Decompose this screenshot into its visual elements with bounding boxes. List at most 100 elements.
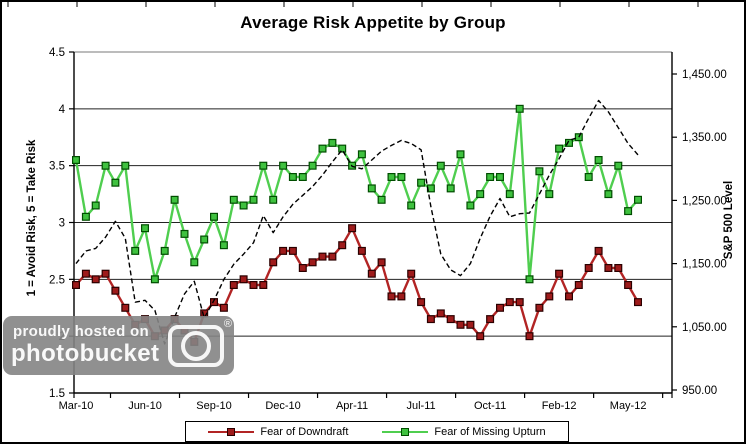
series-fear-of-downdraft-marker [436, 309, 445, 318]
legend: Fear of Downdraft Fear of Missing Upturn [185, 421, 569, 442]
series-fear-of-downdraft-marker [525, 332, 534, 341]
series-fear-of-downdraft-marker [496, 303, 505, 312]
series-fear-of-missing-upturn-marker [594, 156, 603, 165]
x-axis-tick-label: Oct-11 [474, 400, 506, 412]
series-fear-of-downdraft-marker [584, 264, 593, 273]
series-fear-of-downdraft-marker [545, 292, 554, 301]
right-axis-tick-label: 1,350.00 [682, 132, 727, 144]
series-fear-of-downdraft-marker [397, 292, 406, 301]
camera-lens-icon [181, 331, 211, 361]
series-fear-of-missing-upturn-marker [180, 229, 189, 238]
series-fear-of-missing-upturn-marker [259, 161, 268, 170]
series-fear-of-missing-upturn-marker [476, 190, 485, 199]
series-fear-of-missing-upturn-marker [170, 195, 179, 204]
registered-mark-icon: ® [223, 318, 232, 330]
series-fear-of-downdraft-marker [288, 246, 297, 255]
series-fear-of-downdraft-marker [81, 269, 90, 278]
right-axis-tick-label: 1,450.00 [682, 69, 727, 81]
series-fear-of-missing-upturn-marker [515, 104, 524, 113]
series-fear-of-downdraft-marker [121, 303, 130, 312]
watermark: proudly hosted on photobucket ® [3, 316, 234, 375]
series-fear-of-missing-upturn-marker [81, 212, 90, 221]
series-fear-of-missing-upturn-marker [564, 138, 573, 147]
series-fear-of-downdraft-marker [348, 224, 357, 233]
series-fear-of-downdraft-marker [249, 281, 258, 290]
series-fear-of-missing-upturn-marker [633, 195, 642, 204]
series-fear-of-downdraft-marker [318, 252, 327, 261]
series-fear-of-missing-upturn-marker [456, 150, 465, 159]
watermark-line2: photobucket [11, 340, 160, 367]
series-fear-of-missing-upturn-marker [604, 190, 613, 199]
series-fear-of-missing-upturn-marker [535, 167, 544, 176]
series-fear-of-downdraft-marker [269, 258, 278, 267]
series-fear-of-downdraft-marker [614, 264, 623, 273]
x-axis-tick-label: Jun-10 [128, 400, 162, 412]
series-fear-of-missing-upturn-marker [101, 161, 110, 170]
series-fear-of-downdraft-marker [279, 246, 288, 255]
series-fear-of-missing-upturn-marker [446, 184, 455, 193]
right-axis-tick-label: 1,150.00 [682, 259, 727, 271]
series-fear-of-missing-upturn-marker [584, 173, 593, 182]
series-fear-of-missing-upturn-marker [308, 161, 317, 170]
series-fear-of-downdraft-marker [633, 298, 642, 307]
series-fear-of-missing-upturn-marker [624, 207, 633, 216]
series-fear-of-downdraft-marker [377, 258, 386, 267]
series-fear-of-missing-upturn-marker [417, 178, 426, 187]
series-fear-of-downdraft-marker [604, 264, 613, 273]
series-fear-of-missing-upturn-marker [298, 173, 307, 182]
series-fear-of-missing-upturn-marker [377, 195, 386, 204]
series-fear-of-downdraft-marker [71, 281, 80, 290]
series-fear-of-missing-upturn-marker [407, 201, 416, 210]
series-fear-of-downdraft-marker [387, 292, 396, 301]
series-fear-of-downdraft-marker [259, 281, 268, 290]
series-fear-of-downdraft-marker [446, 315, 455, 324]
series-fear-of-missing-upturn-marker [190, 258, 199, 267]
series-fear-of-downdraft-marker [426, 315, 435, 324]
series-fear-of-missing-upturn-marker [219, 241, 228, 250]
series-fear-of-downdraft-marker [308, 258, 317, 267]
series-fear-of-missing-upturn-marker [545, 190, 554, 199]
left-axis-tick-label: 4 [59, 104, 66, 116]
series-fear-of-downdraft-marker [417, 298, 426, 307]
series-fear-of-downdraft-marker [239, 275, 248, 284]
legend-label-missing-upturn: Fear of Missing Upturn [434, 425, 546, 438]
series-fear-of-missing-upturn-marker [486, 173, 495, 182]
series-fear-of-missing-upturn-marker [614, 161, 623, 170]
series-fear-of-missing-upturn-marker [397, 173, 406, 182]
series-fear-of-downdraft-marker [357, 246, 366, 255]
series-fear-of-missing-upturn-marker [239, 201, 248, 210]
series-fear-of-downdraft-marker [338, 241, 347, 250]
series-fear-of-downdraft-marker [328, 252, 337, 261]
series-fear-of-missing-upturn-marker [279, 161, 288, 170]
series-fear-of-missing-upturn-marker [436, 161, 445, 170]
series-fear-of-downdraft-marker [229, 281, 238, 290]
series-fear-of-downdraft-marker [624, 281, 633, 290]
series-fear-of-missing-upturn-marker [269, 195, 278, 204]
series-fear-of-missing-upturn-marker [328, 138, 337, 147]
left-axis-tick-label: 3 [59, 218, 65, 230]
series-fear-of-missing-upturn-marker [91, 201, 100, 210]
series-fear-of-missing-upturn-marker [71, 156, 80, 165]
x-axis-tick-label: Apr-11 [336, 400, 368, 412]
series-fear-of-downdraft-marker [505, 298, 514, 307]
series-fear-of-downdraft-marker [535, 303, 544, 312]
series-fear-of-downdraft-marker [298, 264, 307, 273]
series-fear-of-downdraft-marker [407, 269, 416, 278]
series-fear-of-missing-upturn-marker [229, 195, 238, 204]
series-fear-of-missing-upturn-marker [210, 212, 219, 221]
x-axis-tick-label: Dec-10 [265, 400, 300, 412]
series-fear-of-downdraft-marker [594, 246, 603, 255]
series-fear-of-missing-upturn-marker [160, 246, 169, 255]
left-axis-tick-label: 4.5 [49, 47, 65, 59]
series-fear-of-downdraft-marker [91, 275, 100, 284]
series-fear-of-missing-upturn-marker [387, 173, 396, 182]
series-fear-of-downdraft-marker [219, 303, 228, 312]
series-fear-of-missing-upturn-marker [357, 150, 366, 159]
series-fear-of-downdraft-marker [456, 320, 465, 329]
legend-item-downdraft: Fear of Downdraft [208, 426, 348, 438]
series-fear-of-missing-upturn-marker [318, 144, 327, 153]
series-fear-of-missing-upturn-marker [525, 275, 534, 284]
legend-swatch-downdraft [208, 427, 255, 436]
